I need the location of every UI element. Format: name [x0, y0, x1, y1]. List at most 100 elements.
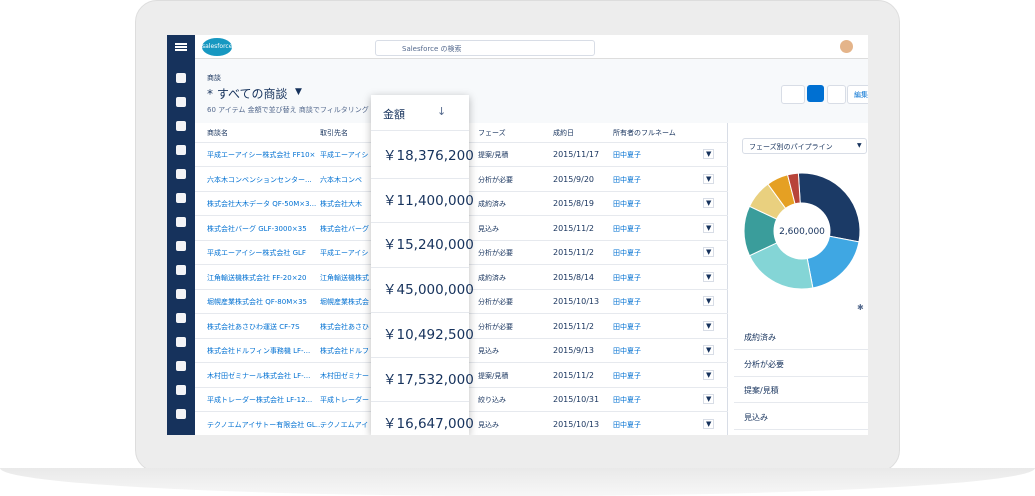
account-name[interactable]: 株式会社あさひ: [320, 322, 369, 331]
opportunity-name[interactable]: 株式会社大木データ QF-50M×3...: [207, 200, 317, 208]
account-name[interactable]: 江角輸送機株式: [320, 273, 369, 282]
row-menu[interactable]: ▼: [703, 222, 715, 233]
nav-icon[interactable]: [176, 97, 186, 107]
menu-icon[interactable]: [175, 43, 187, 51]
row-menu[interactable]: ▼: [703, 418, 715, 429]
card-header[interactable]: 金額: [383, 108, 405, 121]
opportunity-name[interactable]: 平成エーアイシー株式会社 GLF: [207, 249, 306, 257]
opportunity-name[interactable]: 堀幌産業株式会社 QF-80M×35: [207, 298, 308, 306]
row-menu[interactable]: ▼: [703, 369, 715, 380]
phase: 絞り込み: [478, 396, 506, 404]
amount-value: ￥45,000,000: [383, 282, 474, 299]
nav-icon[interactable]: [176, 193, 186, 203]
nav-icon[interactable]: [176, 121, 186, 131]
summary-label: 提案/見積: [744, 386, 779, 396]
opportunity-name[interactable]: 六本木コンベンションセンター...: [207, 175, 312, 184]
screen: salesforce Salesforce の検索 商談 * すべての商談 ▼ …: [167, 35, 868, 435]
owner[interactable]: 田中夏子: [613, 298, 641, 306]
account-name[interactable]: 堀幌産業株式会: [320, 298, 369, 306]
divider: [727, 123, 728, 435]
donut-segment: [806, 235, 860, 289]
owner[interactable]: 田中夏子: [613, 396, 641, 404]
owner[interactable]: 田中夏子: [613, 200, 641, 208]
column-header: フェーズ: [478, 129, 506, 137]
summary-line: [734, 375, 868, 377]
opportunity-name[interactable]: 株式会社あさひわ運送 CF-7S: [207, 322, 300, 331]
row-menu[interactable]: ▼: [703, 247, 715, 257]
nav-icon[interactable]: [176, 385, 186, 395]
list-subtitle: 60 アイテム 金額で並び替え 商談でフィルタリング: [207, 106, 369, 114]
card-row-line: [371, 356, 469, 358]
nav-icon[interactable]: [176, 361, 186, 371]
account-name[interactable]: テクノエムアイ: [320, 420, 369, 429]
opportunity-name[interactable]: 平成エーアイシー株式会社 FF10×: [207, 151, 316, 159]
account-name[interactable]: 木村田ゼミナー: [320, 371, 369, 380]
nav-icon[interactable]: [176, 73, 186, 83]
account-name[interactable]: 平成エーアイシ: [320, 249, 369, 257]
logo[interactable]: salesforce: [202, 38, 232, 56]
row-menu[interactable]: ▼: [703, 149, 715, 159]
owner[interactable]: 田中夏子: [613, 322, 641, 331]
edit-button[interactable]: 編集: [847, 85, 868, 104]
chart-settings-icon[interactable]: ✱: [857, 303, 864, 312]
owner[interactable]: 田中夏子: [613, 371, 641, 380]
filter-button[interactable]: [827, 85, 846, 104]
account-name[interactable]: 平成エーアイシ: [320, 151, 369, 159]
refresh-button[interactable]: [807, 85, 824, 102]
opportunity-name[interactable]: 株式会社バーグ GLF-3000×35: [207, 224, 307, 233]
amount-value: ￥16,647,000: [383, 416, 474, 433]
nav-icon[interactable]: [176, 145, 186, 155]
owner[interactable]: 田中夏子: [613, 273, 641, 282]
nav-icon[interactable]: [176, 337, 186, 347]
phase: 成約済み: [478, 200, 506, 208]
phase: 見込み: [478, 347, 499, 355]
row-menu[interactable]: ▼: [703, 173, 715, 184]
owner[interactable]: 田中夏子: [613, 249, 641, 257]
owner[interactable]: 田中夏子: [613, 347, 641, 355]
opportunity-name[interactable]: 木村田ゼミナール株式会社 LF-...: [207, 371, 311, 380]
card-row-line: [371, 311, 469, 313]
nav-icon[interactable]: [176, 409, 186, 419]
list-dropdown[interactable]: ▼: [295, 87, 302, 97]
card-row-line: [371, 401, 469, 403]
owner[interactable]: 田中夏子: [613, 420, 641, 429]
owner[interactable]: 田中夏子: [613, 151, 641, 159]
account-name[interactable]: 六本木コンベ: [320, 175, 362, 184]
row-menu[interactable]: ▼: [703, 394, 715, 404]
nav-icon[interactable]: [176, 169, 186, 179]
row-menu[interactable]: ▼: [703, 198, 715, 208]
nav-icon[interactable]: [176, 313, 186, 323]
owner[interactable]: 田中夏子: [613, 224, 641, 233]
owner[interactable]: 田中夏子: [613, 175, 641, 184]
nav-icon[interactable]: [176, 241, 186, 251]
nav-icon[interactable]: [176, 289, 186, 299]
close-date: 2015/8/14: [553, 272, 595, 282]
nav-icon[interactable]: [176, 265, 186, 275]
opportunity-name[interactable]: 江角輸送機株式会社 FF-20×20: [207, 273, 307, 282]
sort-arrow[interactable]: ↓: [437, 105, 447, 118]
donut-segment: [797, 172, 861, 243]
row-menu[interactable]: ▼: [703, 296, 715, 306]
account-name[interactable]: 株式会社大木: [320, 200, 362, 208]
search-placeholder: Salesforce の検索: [402, 45, 462, 53]
nav-icon[interactable]: [176, 217, 186, 227]
opportunity-name[interactable]: テクノエムアイサトー有限会社 GL...: [207, 420, 323, 429]
row-menu[interactable]: ▼: [703, 345, 715, 355]
account-name[interactable]: 株式会社ドルフ: [320, 347, 369, 355]
phase: 成約済み: [478, 273, 506, 282]
search-box[interactable]: Salesforce の検索: [375, 40, 595, 56]
account-name[interactable]: 平成トレーダー: [320, 396, 369, 404]
close-date: 2015/11/17: [553, 150, 600, 159]
opportunity-name[interactable]: 株式会社ドルフィン事務機 LF-...: [207, 347, 311, 355]
account-name[interactable]: 株式会社バーグ: [320, 224, 369, 233]
row-menu[interactable]: ▼: [703, 271, 715, 282]
view-button[interactable]: [781, 85, 805, 104]
chart-select[interactable]: フェーズ別のパイプライン ▼: [742, 138, 867, 154]
summary-line: [734, 349, 868, 350]
list-title[interactable]: * すべての商談: [207, 87, 288, 101]
row-menu[interactable]: ▼: [703, 320, 715, 331]
summary-label: 成約済み: [744, 333, 776, 342]
card-row-line: [371, 267, 469, 269]
opportunity-name[interactable]: 平成トレーダー株式会社 LF-12...: [207, 396, 313, 404]
avatar[interactable]: [840, 40, 853, 53]
